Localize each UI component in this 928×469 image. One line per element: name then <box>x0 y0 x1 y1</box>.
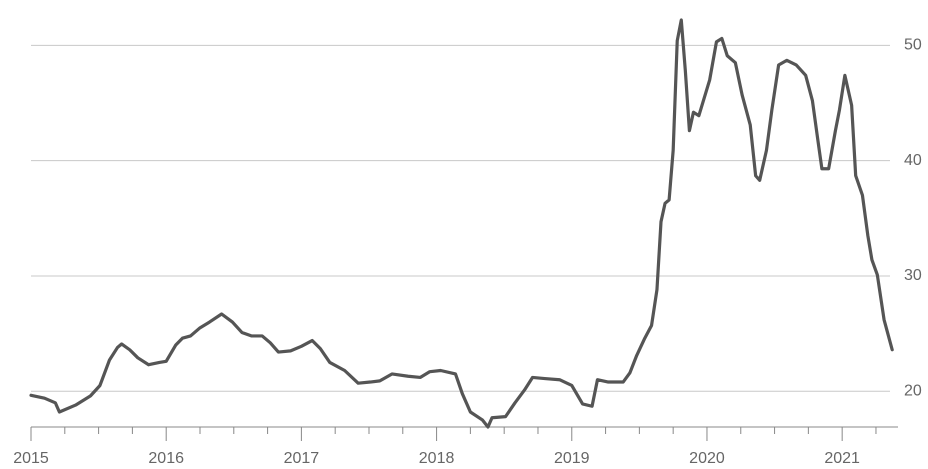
y-tick-label: 20 <box>904 382 922 399</box>
x-tick-label: 2017 <box>284 450 320 467</box>
y-tick-label: 30 <box>904 267 922 284</box>
x-tick-label: 2015 <box>13 450 49 467</box>
y-tick-label: 40 <box>904 152 922 169</box>
x-tick-label: 2016 <box>148 450 184 467</box>
y-tick-label: 50 <box>904 37 922 54</box>
x-tick-label: 2020 <box>689 450 725 467</box>
x-tick-label: 2018 <box>419 450 455 467</box>
x-tick-label: 2019 <box>554 450 590 467</box>
x-tick-label: 2021 <box>824 450 860 467</box>
data-line <box>29 18 894 429</box>
